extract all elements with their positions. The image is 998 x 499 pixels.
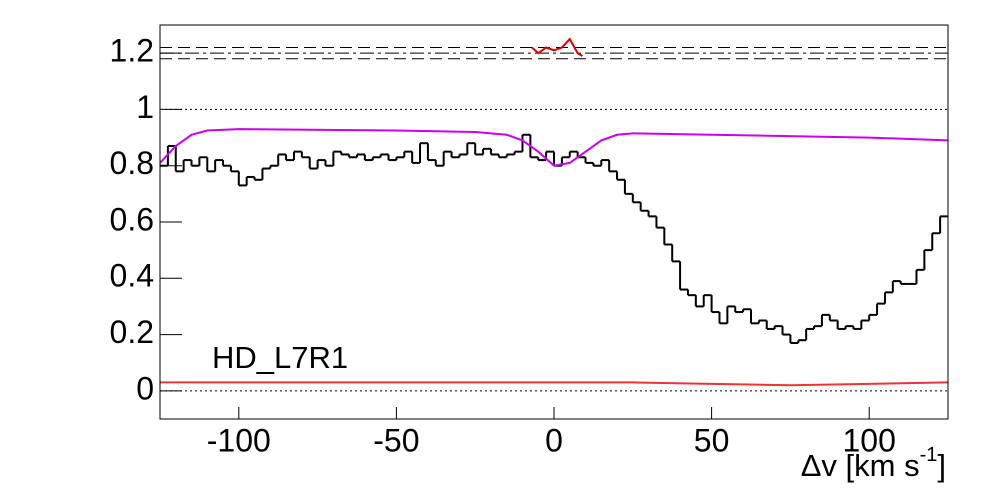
x-axis-label: Δv [km s-1] [801,444,946,483]
curve [160,381,949,387]
x-tick-label: 50 [694,422,730,458]
annotation: HD_L7R1 [212,340,348,375]
y-tick-label: 0.2 [110,314,154,350]
y-tick-label: 0.4 [110,258,154,294]
x-label-end: ] [937,448,946,483]
x-label-text: Δv [km s [801,448,920,483]
x-tick-label: 0 [545,422,563,458]
x-label-sup: -1 [920,444,938,466]
x-tick-label: -50 [373,422,419,458]
curve [531,37,583,57]
y-tick-label: 0.6 [110,201,154,237]
y-tick-label: 0 [136,370,154,406]
y-tick-label: 1 [136,89,154,125]
x-tick-label: 100 [843,422,896,458]
y-tick-label: 0.8 [110,145,154,181]
curve [159,128,949,167]
x-tick-label: -100 [207,422,271,458]
y-tick-label: 1.2 [110,33,154,69]
